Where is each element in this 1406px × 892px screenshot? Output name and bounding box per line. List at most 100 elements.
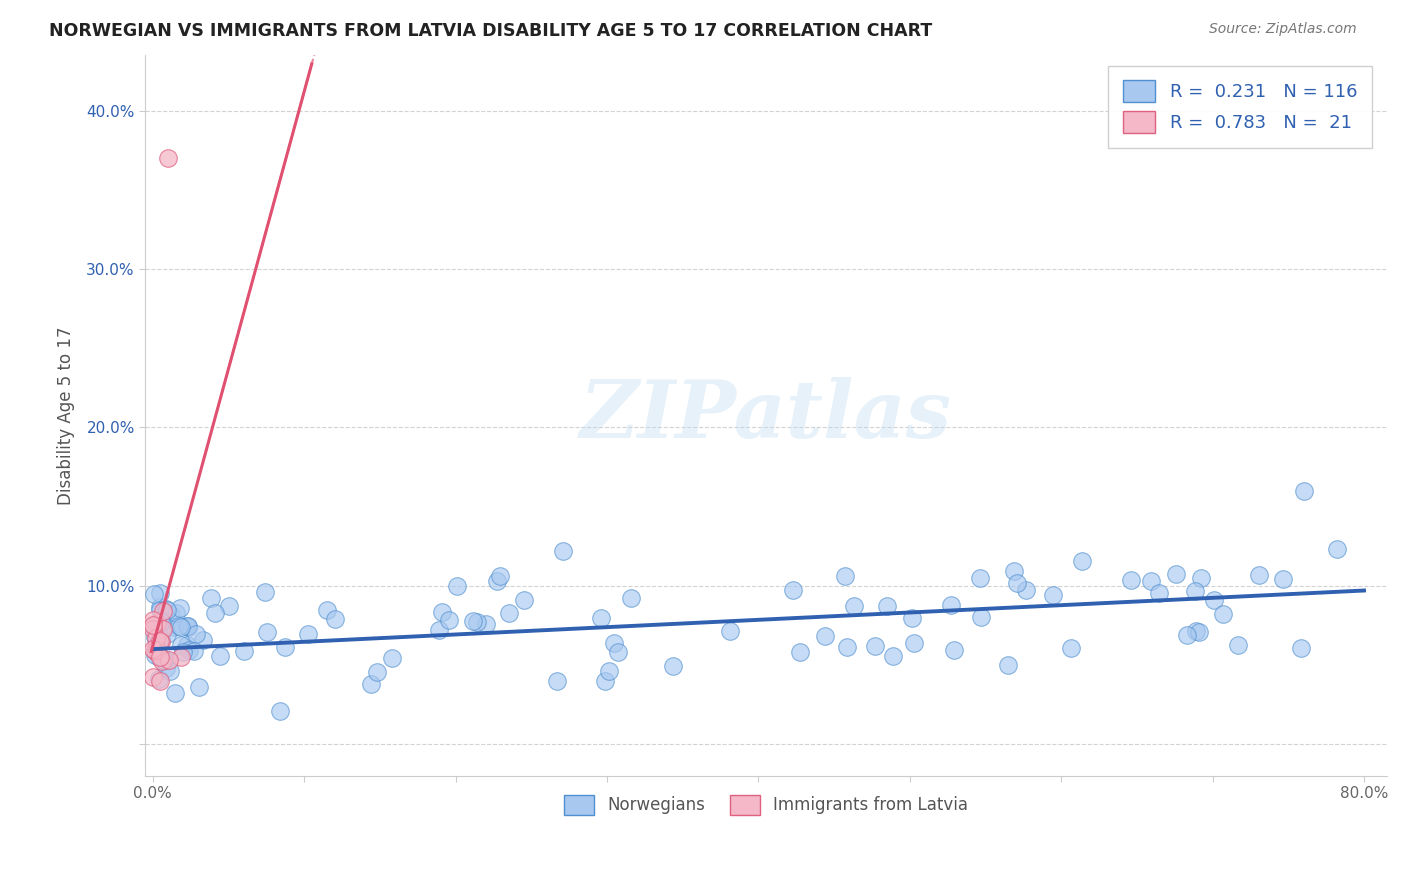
Point xyxy=(155,601,177,615)
Point xyxy=(149,600,172,615)
Point xyxy=(157,653,180,667)
Point xyxy=(876,599,898,613)
Point xyxy=(183,644,205,658)
Point xyxy=(150,654,173,668)
Point xyxy=(1294,483,1316,498)
Point xyxy=(152,604,174,618)
Point xyxy=(485,574,508,588)
Point xyxy=(149,603,172,617)
Point xyxy=(274,640,297,655)
Point xyxy=(1247,567,1270,582)
Point xyxy=(169,600,191,615)
Y-axis label: Disability Age 5 to 17: Disability Age 5 to 17 xyxy=(58,326,75,505)
Point xyxy=(209,648,232,663)
Point xyxy=(156,151,179,165)
Point xyxy=(170,650,193,665)
Point xyxy=(1226,638,1249,652)
Point xyxy=(1119,573,1142,587)
Point xyxy=(297,627,319,641)
Point xyxy=(186,627,208,641)
Point xyxy=(145,640,167,654)
Point xyxy=(1139,574,1161,588)
Point xyxy=(142,618,165,632)
Point xyxy=(269,704,291,718)
Point xyxy=(513,593,536,607)
Point xyxy=(834,568,856,582)
Point xyxy=(446,579,468,593)
Point xyxy=(943,643,966,657)
Point xyxy=(598,665,620,679)
Point xyxy=(148,672,170,686)
Point xyxy=(360,677,382,691)
Point xyxy=(427,623,450,637)
Point xyxy=(176,620,198,634)
Point xyxy=(1189,571,1212,585)
Point xyxy=(177,619,200,633)
Point xyxy=(191,632,214,647)
Point xyxy=(439,613,461,627)
Point xyxy=(489,569,512,583)
Point xyxy=(465,615,488,629)
Point xyxy=(150,635,173,649)
Point xyxy=(1202,592,1225,607)
Point xyxy=(662,658,685,673)
Point xyxy=(1164,566,1187,581)
Point xyxy=(153,652,176,666)
Point xyxy=(1015,583,1038,598)
Point xyxy=(177,643,200,657)
Point xyxy=(142,642,165,657)
Point xyxy=(325,611,347,625)
Point xyxy=(156,603,179,617)
Point xyxy=(169,620,191,634)
Point xyxy=(170,638,193,652)
Point xyxy=(1291,640,1313,655)
Point xyxy=(789,645,811,659)
Point xyxy=(163,686,186,700)
Point xyxy=(969,571,991,585)
Point xyxy=(155,627,177,641)
Point xyxy=(1184,583,1206,598)
Text: Source: ZipAtlas.com: Source: ZipAtlas.com xyxy=(1209,22,1357,37)
Point xyxy=(146,636,169,650)
Point xyxy=(163,620,186,634)
Point xyxy=(142,622,165,636)
Point xyxy=(1060,640,1083,655)
Point xyxy=(835,640,858,654)
Point xyxy=(150,612,173,626)
Point xyxy=(366,665,388,679)
Point xyxy=(146,616,169,631)
Legend: Norwegians, Immigrants from Latvia: Norwegians, Immigrants from Latvia xyxy=(557,788,974,822)
Point xyxy=(176,638,198,652)
Point xyxy=(146,642,169,657)
Point xyxy=(607,645,630,659)
Point xyxy=(461,614,484,628)
Point xyxy=(176,619,198,633)
Point xyxy=(1005,575,1028,590)
Point xyxy=(814,629,837,643)
Point xyxy=(149,615,172,629)
Point xyxy=(903,636,925,650)
Point xyxy=(232,644,254,658)
Point xyxy=(142,670,165,684)
Point xyxy=(1326,541,1348,556)
Point xyxy=(970,610,993,624)
Point xyxy=(149,673,172,688)
Point xyxy=(167,619,190,633)
Point xyxy=(882,649,904,664)
Point xyxy=(188,680,211,694)
Point xyxy=(142,620,165,634)
Point xyxy=(200,591,222,605)
Point xyxy=(432,605,454,619)
Point xyxy=(315,603,337,617)
Point xyxy=(901,611,924,625)
Point xyxy=(602,635,624,649)
Point xyxy=(1187,625,1209,640)
Point xyxy=(1149,586,1171,600)
Point xyxy=(149,585,172,599)
Point xyxy=(218,599,240,614)
Point xyxy=(1211,607,1233,621)
Point xyxy=(1271,572,1294,586)
Point xyxy=(939,599,962,613)
Point xyxy=(865,639,887,653)
Point xyxy=(551,544,574,558)
